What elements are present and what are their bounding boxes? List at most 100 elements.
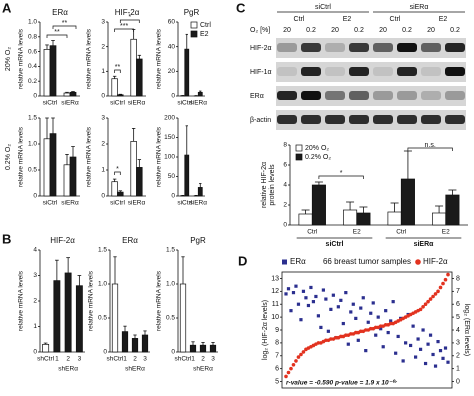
blot-o2-label: O₂ [%] [250, 27, 270, 34]
point [378, 324, 383, 328]
bar [130, 141, 137, 197]
blot-band [397, 115, 417, 124]
point [339, 298, 343, 302]
x-tick-label: siCtrl [110, 100, 125, 107]
point [291, 291, 296, 295]
bar [117, 191, 124, 197]
bar [136, 167, 143, 197]
point [373, 325, 378, 330]
point [433, 364, 438, 368]
point [404, 341, 408, 345]
y-tick-label: 1.0 [28, 141, 37, 148]
annotation: * [340, 170, 343, 177]
y-tick-label: 1.0 [28, 19, 37, 26]
point [391, 300, 395, 304]
bar [189, 344, 197, 353]
y-axis-label: relative mRNA levels [156, 126, 163, 187]
y-tick-label: 0 [101, 193, 105, 200]
point [396, 334, 400, 339]
point [361, 296, 365, 300]
bar [63, 92, 71, 97]
y-tick-label: 0.6 [28, 48, 37, 55]
legend-swatch [295, 153, 303, 161]
point [324, 297, 328, 301]
blot-band [349, 91, 369, 100]
blot-o2-value: 0.2 [450, 27, 460, 34]
legend-swatch [190, 21, 198, 29]
blot-o2-value: 20 [283, 27, 291, 34]
blot-treatment: E2 [439, 16, 448, 23]
y-tick-label: 1.0 [166, 281, 175, 288]
y-tick-label: 0.5 [98, 315, 107, 322]
y-axis-label: relative mRNA levels [86, 126, 93, 187]
x-tick-label: siCtrl [43, 200, 58, 207]
point [339, 334, 343, 339]
point [354, 316, 358, 320]
y-tick-label: 0 [171, 93, 175, 100]
y-tick-label: 6 [283, 162, 287, 169]
y-tick-label: 1 [33, 323, 37, 330]
y-tick-label: 0 [283, 222, 287, 229]
significance-bracket [114, 28, 134, 32]
y-tick-label: 7 [275, 353, 279, 360]
y-axis-label: protein levels [269, 164, 276, 206]
x-tick-label: E2 [353, 229, 361, 236]
x-tick-label: siERα [128, 100, 146, 107]
bar [184, 48, 190, 97]
y2-axis-label: log₂ (ERα levels) [463, 304, 470, 356]
y-tick-label: 3 [33, 272, 37, 279]
y-axis-label: relative mRNA levels [18, 126, 25, 187]
point [368, 326, 373, 331]
point [299, 318, 303, 322]
group-label: siERα [414, 241, 435, 248]
x-tick-label: E2 [442, 229, 450, 236]
point [316, 341, 321, 345]
point [358, 329, 363, 334]
chart-title: HIF-2α [115, 8, 140, 17]
group-label: siCtrl [326, 241, 344, 248]
legend-label: 20% O₂ [305, 145, 329, 152]
bar [111, 181, 118, 197]
y2-tick-label: 4 [456, 327, 460, 334]
blot-band [349, 67, 369, 76]
blot-band [445, 91, 465, 100]
point [383, 323, 388, 327]
blot-band [277, 91, 297, 100]
row-label: 20% O₂ [5, 47, 12, 71]
x-tick-label: 2 [201, 356, 205, 363]
y2-tick-label: 7 [456, 288, 460, 295]
point [319, 325, 323, 330]
blot-band [325, 67, 345, 76]
chart-title: ERα [52, 8, 68, 17]
y-tick-label: 11 [272, 301, 279, 308]
x-tick-label: 2 [66, 356, 70, 363]
bar [121, 331, 129, 353]
blot-band [277, 67, 297, 76]
x-tick-label: siERα [190, 200, 208, 207]
y-tick-label: 40 [168, 43, 176, 50]
blot-band [349, 115, 369, 124]
bar [343, 209, 358, 226]
blot-band [277, 115, 297, 124]
bar [209, 344, 217, 353]
bar [64, 272, 72, 353]
blot-band [373, 91, 393, 100]
bar [130, 38, 137, 97]
y-tick-label: 9 [275, 327, 279, 334]
point [423, 361, 428, 366]
y-tick-label: 0.5 [166, 315, 175, 322]
point [311, 300, 316, 304]
bar [432, 212, 447, 226]
point [349, 310, 353, 314]
point [286, 287, 291, 291]
y2-tick-label: 0 [456, 378, 460, 385]
y2-tick-label: 8 [456, 275, 460, 282]
point [409, 343, 413, 348]
blot-band [373, 115, 393, 124]
bar [356, 212, 371, 226]
x-tick-label: 1 [55, 356, 59, 363]
blot-band [301, 43, 321, 52]
row-label: 0.2% O₂ [5, 144, 12, 170]
point [301, 289, 306, 293]
bar [184, 154, 190, 197]
